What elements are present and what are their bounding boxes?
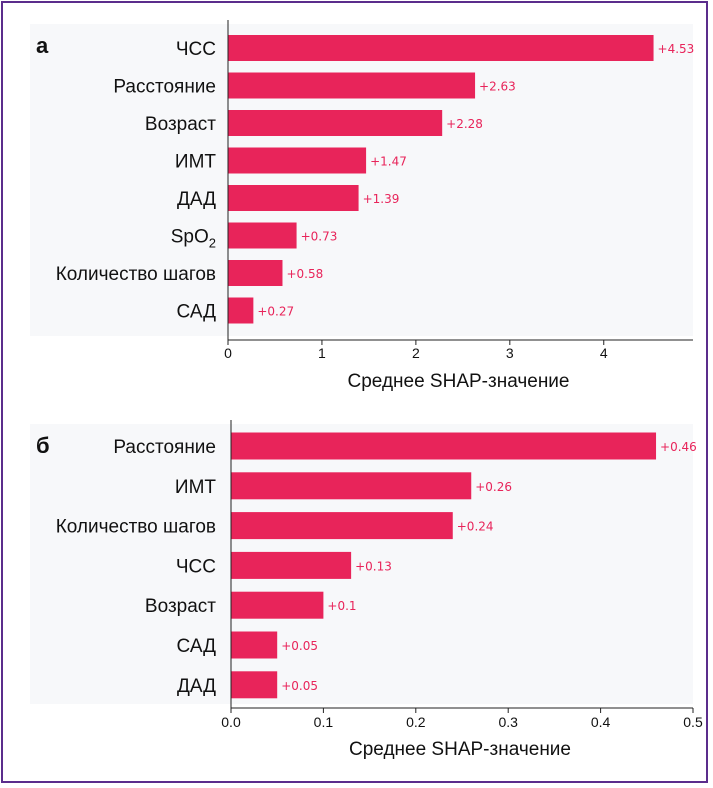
panel-1-plot-background: [30, 24, 693, 336]
panel-2-bar-4: [231, 551, 352, 579]
panel-1-bar-2: [228, 72, 476, 99]
panel-1-x-axis-label: Среднее SHAP-значение: [348, 371, 570, 392]
panel-1-bar-4: [228, 147, 367, 174]
panel-2-x-tick-label-4: 0.3: [498, 714, 518, 730]
panel-2-value-label-7: +0.05: [281, 679, 318, 693]
panel-2-value-label-1: +0.46: [660, 440, 697, 454]
panel-2-category-label-1: Расстояние: [113, 437, 216, 458]
panel-1-category-label-4: ИМТ: [175, 152, 216, 173]
panel-1-category-label-1: ЧСС: [176, 39, 216, 60]
panel-2-value-label-6: +0.05: [281, 639, 318, 653]
panel-1-x-tick-label-4: 3: [506, 345, 514, 361]
panel-2-bar-6: [231, 631, 278, 659]
panel-2-value-label-2: +0.26: [475, 480, 512, 494]
panel-1-x-tick-label-5: 4: [600, 345, 608, 361]
panel-1-value-label-8: +0.27: [257, 305, 294, 319]
panel-1-x-tick-label-3: 2: [412, 345, 420, 361]
panel-1-bar-8: [228, 297, 254, 324]
panel-1-letter: а: [36, 33, 49, 58]
panel-1-value-label-1: +4.53: [658, 42, 695, 56]
panel-1-bar-1: [228, 35, 654, 61]
panel-1-category-label-8: САД: [177, 302, 217, 323]
panel-2-plot-background: [30, 424, 693, 704]
panel-2-bar-7: [231, 671, 278, 699]
panel-2-category-label-6: САД: [177, 636, 217, 657]
panel-2-value-label-4: +0.13: [355, 559, 392, 573]
panel-2-bar-5: [231, 591, 324, 619]
panel-2-x-tick-label-3: 0.2: [406, 714, 426, 730]
panel-1-value-label-3: +2.28: [446, 117, 483, 131]
panel-2-bar-2: [231, 472, 472, 500]
panel-1-bar-3: [228, 110, 443, 136]
panel-2-x-tick-label-2: 0.1: [314, 714, 334, 730]
panel-1-x-tick-label-2: 1: [318, 345, 326, 361]
panel-2-value-label-5: +0.1: [327, 599, 356, 613]
panel-2-category-label-2: ИМТ: [175, 477, 216, 498]
panel-2-letter: б: [36, 433, 50, 458]
panel-2-x-tick-label-5: 0.4: [591, 714, 611, 730]
panel-1-category-label-3: Возраст: [145, 114, 216, 135]
panel-2-value-label-3: +0.24: [457, 520, 494, 534]
panel-1-value-label-4: +1.47: [370, 155, 407, 169]
panel-1-bar-5: [228, 185, 359, 211]
panel-1-bar-6: [228, 222, 297, 249]
panel-2-bar-3: [231, 512, 453, 540]
panel-1-category-label-5: ДАД: [177, 189, 216, 210]
panel-2-category-label-4: ЧСС: [176, 556, 216, 577]
panel-2-category-label-7: ДАД: [177, 676, 216, 697]
panel-1-x-tick-label-1: 0: [224, 345, 232, 361]
panel-2-category-label-3: Количество шагов: [56, 517, 216, 538]
panel-2-x-tick-label-1: 0.0: [221, 714, 241, 730]
panel-1-category-label-6: SpO2: [171, 227, 216, 251]
panel-2-bar-1: [231, 432, 657, 460]
panel-1-value-label-2: +2.63: [479, 80, 516, 94]
panel-2-x-axis-label: Среднее SHAP-значение: [349, 739, 571, 760]
panel-2-category-label-5: Возраст: [145, 596, 216, 617]
panel-1-value-label-7: +0.58: [286, 267, 323, 281]
panel-1-category-label-7: Количество шагов: [56, 264, 216, 285]
panel-2-x-tick-label-6: 0.5: [683, 714, 703, 730]
panel-1-value-label-5: +1.39: [363, 192, 400, 206]
panel-1-value-label-6: +0.73: [301, 230, 338, 244]
panel-1-bar-7: [228, 260, 283, 286]
panel-1-category-label-2: Расстояние: [113, 77, 216, 98]
